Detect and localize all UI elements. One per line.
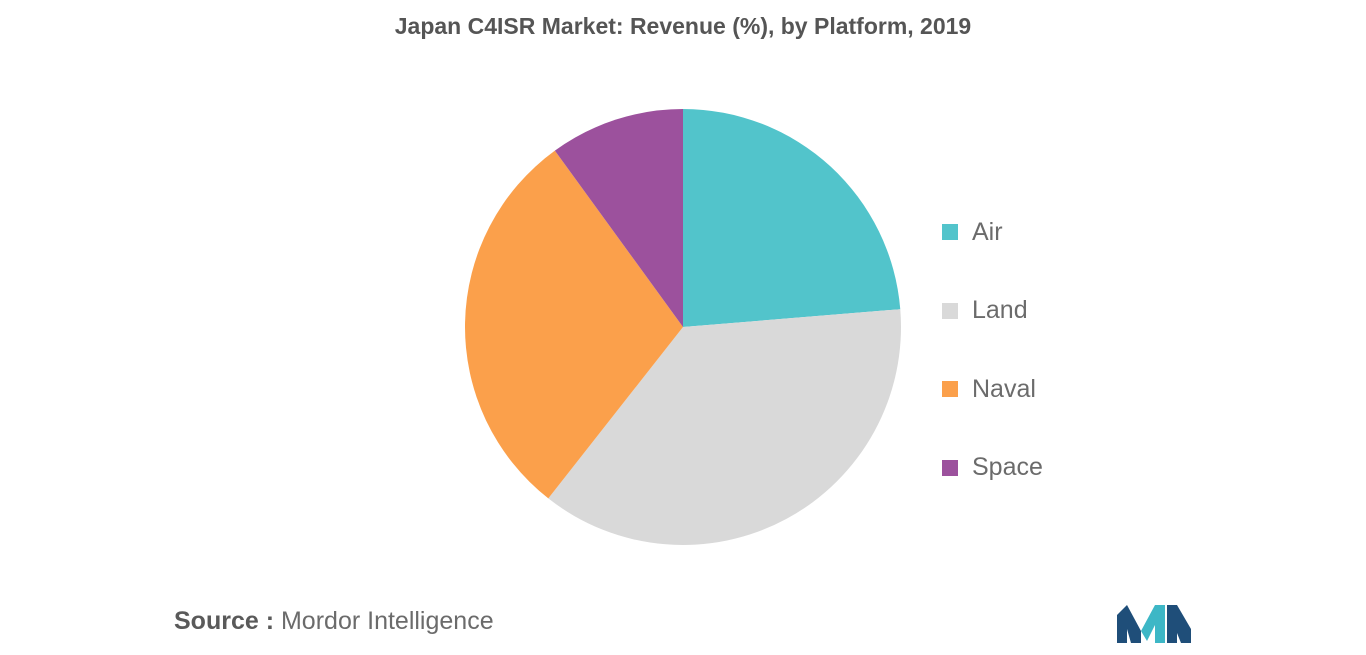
legend-swatch-air [942,224,958,241]
legend-swatch-land [942,302,958,319]
pie-slice-land[interactable] [548,309,901,546]
pie-slice-naval[interactable] [464,150,683,499]
pie-slice-space[interactable] [554,109,683,327]
legend-item-air[interactable]: Air [942,193,1043,272]
legend-label-naval: Naval [972,374,1036,403]
source-prefix: Source : [174,607,275,635]
legend-item-naval[interactable]: Naval [942,350,1043,429]
pie-slice-air[interactable] [683,109,901,327]
legend-item-land[interactable]: Land [942,272,1043,351]
legend: Air Land Naval Space [942,193,1043,507]
legend-swatch-space [942,459,958,476]
source-note: Source : Mordor Intelligence [174,607,494,636]
legend-label-land: Land [972,296,1028,325]
legend-swatch-naval [942,381,958,398]
legend-label-air: Air [972,217,1003,246]
chart-title: Japan C4ISR Market: Revenue (%), by Plat… [394,13,972,39]
legend-label-space: Space [972,453,1043,482]
source-name: Mordor Intelligence [280,607,494,635]
legend-item-space[interactable]: Space [942,429,1043,508]
mordor-intelligence-logo-icon [1117,605,1191,643]
